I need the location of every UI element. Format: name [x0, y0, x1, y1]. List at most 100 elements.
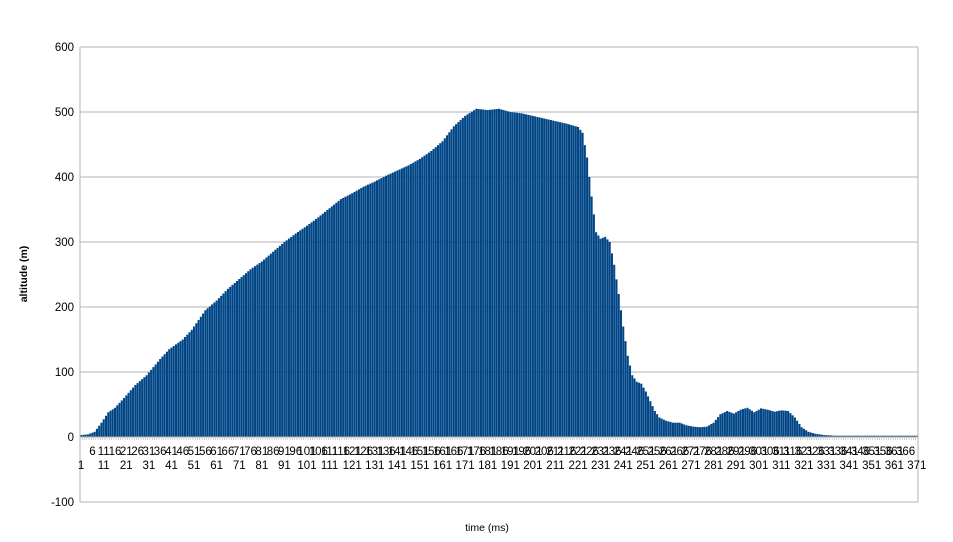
bar — [159, 359, 162, 437]
x-tick-label: 356 — [873, 446, 892, 458]
bar — [746, 407, 749, 437]
bar — [714, 419, 717, 437]
bar — [597, 235, 600, 437]
x-tick-label: 206 — [535, 446, 554, 458]
bar — [534, 116, 537, 438]
bar — [244, 273, 248, 437]
bar — [728, 411, 731, 437]
bar — [726, 411, 729, 437]
bar — [644, 391, 647, 437]
x-tick-label: 286 — [715, 446, 734, 458]
bar — [750, 410, 754, 437]
bar — [845, 435, 848, 437]
bar — [98, 425, 101, 437]
bar — [448, 132, 451, 437]
x-tick-label: 291 — [727, 460, 746, 472]
bar — [793, 417, 796, 437]
bar — [132, 387, 135, 437]
bar — [168, 349, 171, 437]
bar — [660, 418, 663, 437]
bar — [796, 420, 799, 437]
bar — [224, 291, 227, 437]
bar — [362, 186, 365, 437]
bar — [610, 253, 613, 437]
bar — [396, 170, 399, 437]
bar — [495, 109, 498, 437]
bar — [717, 417, 720, 437]
x-tick-label: 351 — [862, 446, 881, 458]
bar — [405, 166, 408, 437]
bar — [204, 310, 207, 437]
x-tick-label: 196 — [512, 446, 531, 458]
x-tick-label: 346 — [851, 446, 870, 458]
bar — [238, 279, 241, 437]
x-tick-label: 311 — [772, 446, 790, 458]
bar — [757, 409, 760, 437]
bar — [507, 111, 510, 437]
bar — [387, 174, 390, 437]
bar — [154, 364, 157, 437]
bar — [208, 306, 211, 437]
bar — [165, 351, 168, 437]
bar — [712, 422, 715, 437]
bar — [830, 435, 833, 437]
axes — [79, 47, 919, 502]
bar — [556, 121, 559, 438]
bar — [181, 339, 184, 437]
bar — [789, 413, 792, 437]
x-tick-label: 276 — [693, 446, 712, 458]
bar — [373, 181, 376, 437]
x-tick-label: 141 — [388, 446, 407, 458]
bar — [199, 316, 202, 437]
x-tick-label: 81 — [255, 446, 268, 458]
bar — [337, 200, 340, 437]
bar — [626, 355, 629, 437]
bar — [360, 188, 363, 437]
bar — [696, 427, 699, 437]
bar — [342, 197, 345, 437]
bar — [866, 435, 869, 437]
bar — [567, 124, 571, 437]
bar — [375, 180, 379, 437]
y-tick-label: 600 — [55, 42, 74, 54]
bar — [674, 422, 677, 437]
bar — [911, 435, 914, 437]
bar — [107, 412, 110, 437]
x-tick-label: 321 — [794, 446, 813, 458]
bar — [823, 435, 826, 437]
bar — [161, 356, 164, 437]
bar — [897, 435, 900, 437]
x-tick-label: 106 — [309, 446, 328, 458]
bar — [398, 169, 401, 437]
bar — [493, 109, 496, 438]
bar — [382, 176, 385, 437]
bar — [195, 323, 198, 437]
bar — [839, 435, 842, 437]
bar — [353, 191, 356, 437]
bar — [579, 129, 582, 438]
bar — [848, 435, 851, 437]
bar — [339, 199, 342, 437]
x-tick-labels: 6 111621263136414651566166717681869196101… — [78, 446, 927, 472]
bar — [290, 236, 293, 437]
x-tick-label: 41 — [165, 460, 178, 472]
x-tick-label: 146 — [399, 446, 418, 458]
x-tick-label: 201 — [523, 446, 542, 458]
bar — [174, 344, 178, 438]
bar — [468, 113, 471, 437]
bar — [766, 409, 769, 437]
x-tick-label: 111 — [321, 446, 338, 458]
x-tick-label: 291 — [727, 446, 746, 458]
x-tick-label: 141 — [388, 460, 407, 472]
x-tick-label: 11 — [98, 446, 110, 458]
bar — [615, 279, 618, 438]
bar — [409, 164, 412, 437]
bar — [622, 326, 625, 437]
bar — [432, 149, 435, 438]
bar — [868, 435, 871, 437]
bar — [102, 419, 105, 437]
bar — [125, 395, 128, 437]
bar — [269, 253, 272, 437]
bar — [455, 124, 458, 437]
bar — [430, 151, 433, 437]
